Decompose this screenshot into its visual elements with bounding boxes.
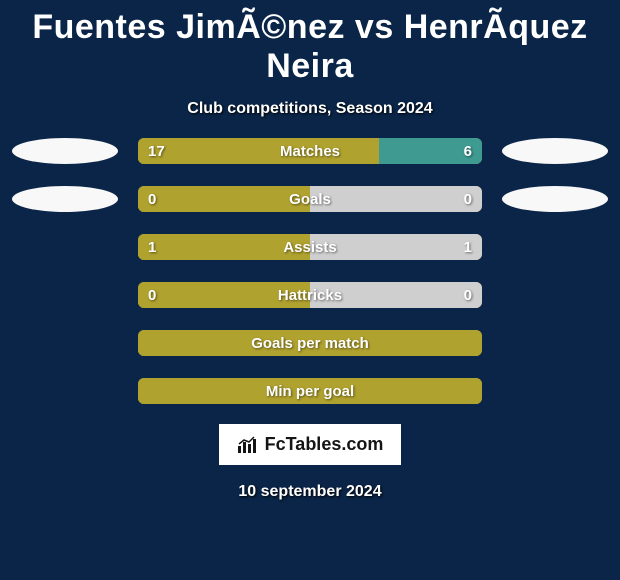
stat-row: 00Goals	[0, 184, 620, 214]
player-left-marker	[12, 138, 118, 164]
stat-row: 176Matches	[0, 136, 620, 166]
page-title: Fuentes JimÃ©nez vs HenrÃ­quez Neira	[0, 0, 620, 86]
stat-bar: Min per goal	[138, 378, 482, 404]
stat-row: Goals per match	[0, 328, 620, 358]
date-label: 10 september 2024	[0, 483, 620, 501]
stat-row: 11Assists	[0, 232, 620, 262]
stat-label: Assists	[138, 239, 482, 256]
stat-label: Goals	[138, 191, 482, 208]
logo-text: FcTables.com	[265, 434, 384, 455]
stat-bar: Goals per match	[138, 330, 482, 356]
stat-label: Goals per match	[138, 335, 482, 352]
stat-bar: 00Hattricks	[138, 282, 482, 308]
player-right-marker	[502, 138, 608, 164]
stat-bar: 00Goals	[138, 186, 482, 212]
fctables-logo: FcTables.com	[219, 424, 402, 465]
stat-label: Min per goal	[138, 383, 482, 400]
stat-bar: 176Matches	[138, 138, 482, 164]
stat-row: 00Hattricks	[0, 280, 620, 310]
stat-label: Hattricks	[138, 287, 482, 304]
stat-bar: 11Assists	[138, 234, 482, 260]
logo-wrap: FcTables.com	[0, 424, 620, 465]
bar-chart-icon	[237, 436, 259, 454]
stats-container: 176Matches 00Goals 11Assists 00Hattricks Goa…	[0, 136, 620, 406]
subtitle: Club competitions, Season 2024	[0, 100, 620, 118]
player-right-marker	[502, 186, 608, 212]
stat-label: Matches	[138, 143, 482, 160]
stat-row: Min per goal	[0, 376, 620, 406]
player-left-marker	[12, 186, 118, 212]
